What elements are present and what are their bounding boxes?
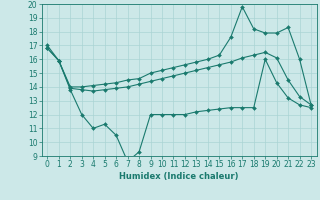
X-axis label: Humidex (Indice chaleur): Humidex (Indice chaleur) bbox=[119, 172, 239, 181]
